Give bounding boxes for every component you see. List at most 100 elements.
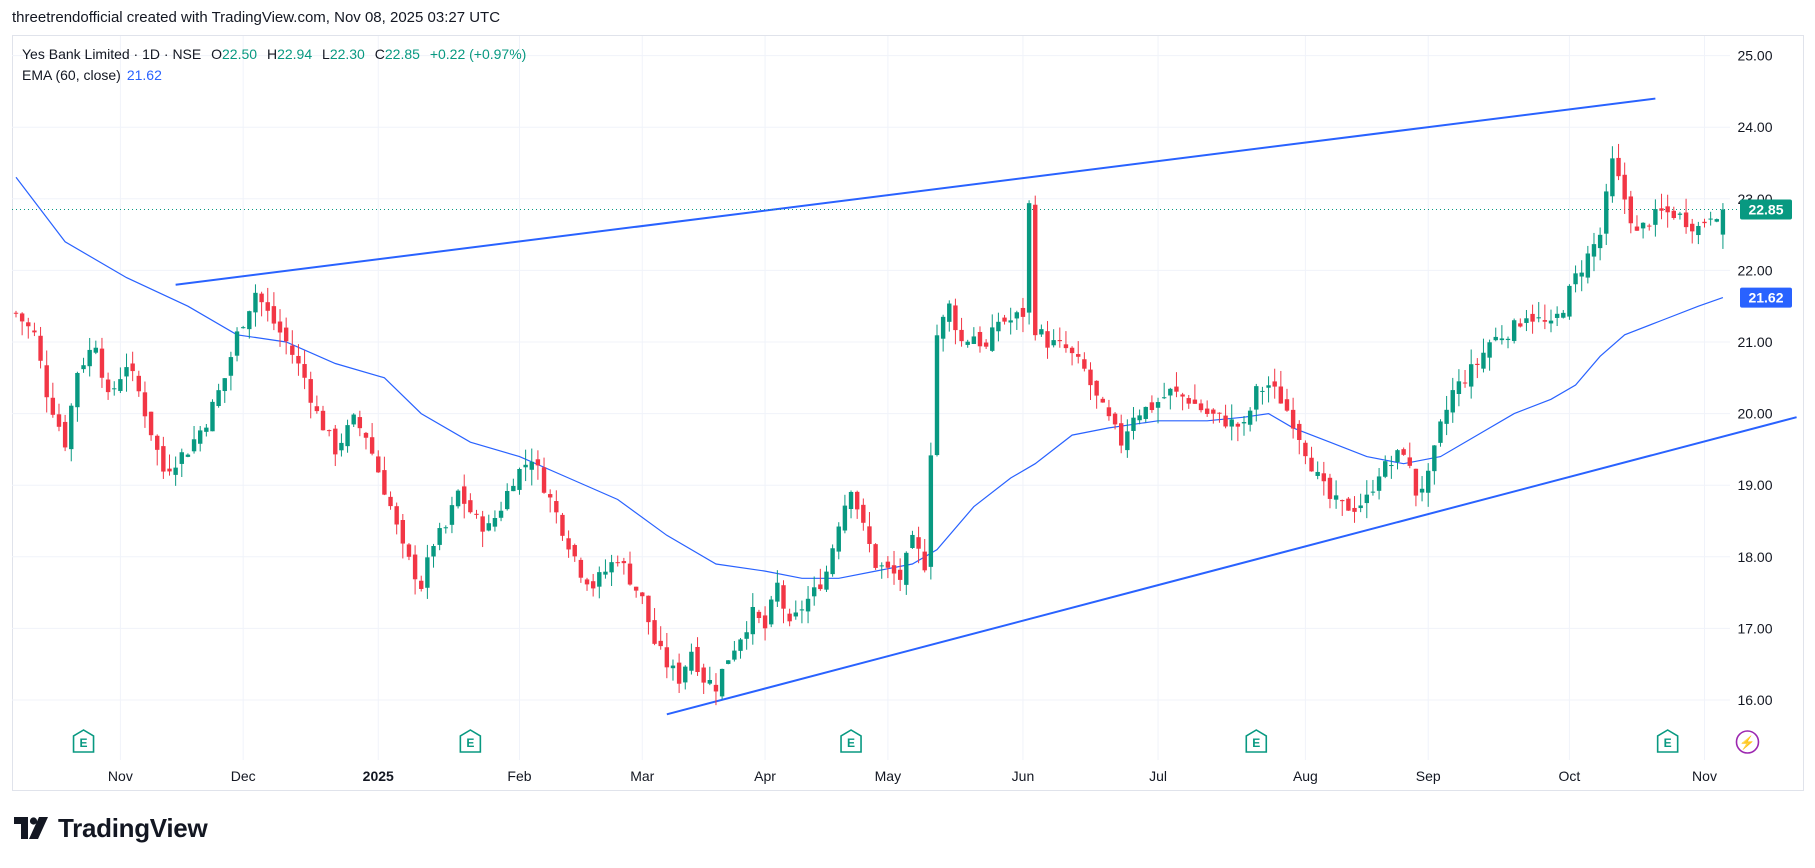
candle-body	[1389, 465, 1394, 467]
candle-body	[1180, 394, 1185, 397]
candle-body	[1241, 422, 1247, 424]
candle-body	[812, 587, 817, 597]
chart-pane[interactable]	[12, 35, 1804, 791]
candle-body	[1358, 505, 1363, 509]
candle-body	[1468, 364, 1474, 387]
candle-body	[787, 613, 792, 622]
candle-body	[112, 388, 117, 390]
candle-body	[1665, 206, 1670, 213]
tradingview-logo[interactable]: TradingView	[14, 813, 208, 843]
candle-body	[191, 439, 197, 452]
candle-body	[480, 516, 485, 532]
earnings-icon-label: E	[466, 736, 474, 750]
candle-body	[652, 620, 657, 644]
candle-body	[210, 401, 215, 432]
candle-body	[1696, 225, 1701, 236]
candle-body	[1303, 442, 1308, 457]
candle-body	[314, 406, 320, 412]
earnings-icon	[1656, 729, 1679, 753]
time-tick-label: Mar	[630, 768, 654, 784]
candle-body	[1376, 476, 1382, 491]
candle-body	[38, 335, 43, 361]
candle-body	[1106, 407, 1112, 417]
ohlc-row: Yes Bank Limited · 1D · NSE O22.50 H22.9…	[22, 44, 526, 65]
candle-body	[983, 342, 989, 347]
candle-body	[689, 651, 694, 671]
candle-body	[1364, 494, 1369, 504]
chart-attribution: threetrendofficial created with TradingV…	[12, 9, 501, 26]
open-label: O	[211, 46, 223, 62]
candle-body	[578, 559, 584, 578]
candle-body	[1505, 338, 1511, 341]
candle-body	[609, 562, 614, 573]
candle-body	[1622, 174, 1627, 200]
close-value: 22.85	[384, 46, 420, 62]
time-tick-label: Sep	[1416, 768, 1441, 784]
candle-body	[1493, 336, 1498, 341]
candle-body	[873, 544, 878, 568]
candle-body	[1511, 320, 1517, 341]
candle-body	[1094, 380, 1099, 396]
candle-body	[701, 667, 706, 683]
candle-body	[357, 417, 363, 429]
candle-body	[1223, 415, 1228, 427]
candle-body	[1033, 204, 1038, 336]
candle-body	[1192, 399, 1198, 404]
candle-body	[1002, 317, 1007, 322]
candle-body	[1149, 402, 1155, 411]
earnings-event-apr25: E	[840, 729, 862, 753]
candle-body	[1327, 477, 1333, 499]
candle-body	[934, 335, 940, 456]
candle-body	[1640, 222, 1646, 229]
candle-body	[443, 527, 448, 529]
candle-body	[916, 537, 921, 549]
candle-body	[996, 321, 1001, 332]
candle-body	[161, 446, 166, 472]
candle-body	[1720, 209, 1726, 235]
candle-body	[1714, 219, 1719, 222]
candle-body	[1395, 450, 1400, 462]
candle-body	[492, 518, 498, 527]
candle-body	[130, 363, 135, 372]
candle-body	[615, 562, 620, 564]
ema-label[interactable]: EMA (60, close)	[22, 67, 121, 83]
time-tick-label: Nov	[1692, 768, 1717, 784]
time-tick-label: Aug	[1293, 768, 1318, 784]
candle-body	[1284, 399, 1290, 411]
candle-body	[265, 302, 270, 311]
chart-legend: Yes Bank Limited · 1D · NSE O22.50 H22.9…	[22, 44, 526, 86]
last-price-label: 22.85	[1748, 202, 1783, 218]
candle-body	[142, 392, 148, 417]
candle-body	[658, 640, 663, 647]
candle-body	[633, 586, 639, 591]
candle-body	[1229, 419, 1234, 427]
time-tick-label: Feb	[507, 768, 531, 784]
candle-body	[173, 467, 178, 475]
candle-body	[13, 312, 19, 314]
price-tick-label: 22.00	[1737, 262, 1772, 278]
earnings-icon-label: E	[1664, 736, 1672, 750]
symbol-title[interactable]: Yes Bank Limited · 1D · NSE	[22, 46, 202, 62]
candle-body	[1677, 213, 1683, 215]
candle-body	[308, 379, 313, 403]
candle-body	[271, 306, 277, 324]
candle-body	[363, 432, 369, 438]
price-tick-label: 24.00	[1737, 119, 1772, 135]
candle-body	[1333, 495, 1339, 500]
earnings-icon	[72, 729, 95, 753]
open-value: 22.50	[222, 46, 258, 62]
candle-body	[216, 390, 221, 407]
candle-body	[277, 321, 283, 333]
candle-body	[1321, 473, 1327, 482]
time-tick-label: Dec	[231, 768, 256, 784]
candle-body	[1254, 386, 1259, 410]
candle-body	[1634, 226, 1640, 231]
time-tick-label: Jul	[1149, 768, 1167, 784]
candle-body	[1020, 307, 1026, 317]
candle-body	[664, 647, 670, 668]
candle-body	[1155, 402, 1161, 408]
candle-body	[19, 313, 25, 322]
candle-body	[953, 305, 958, 331]
candle-body	[1536, 317, 1541, 319]
